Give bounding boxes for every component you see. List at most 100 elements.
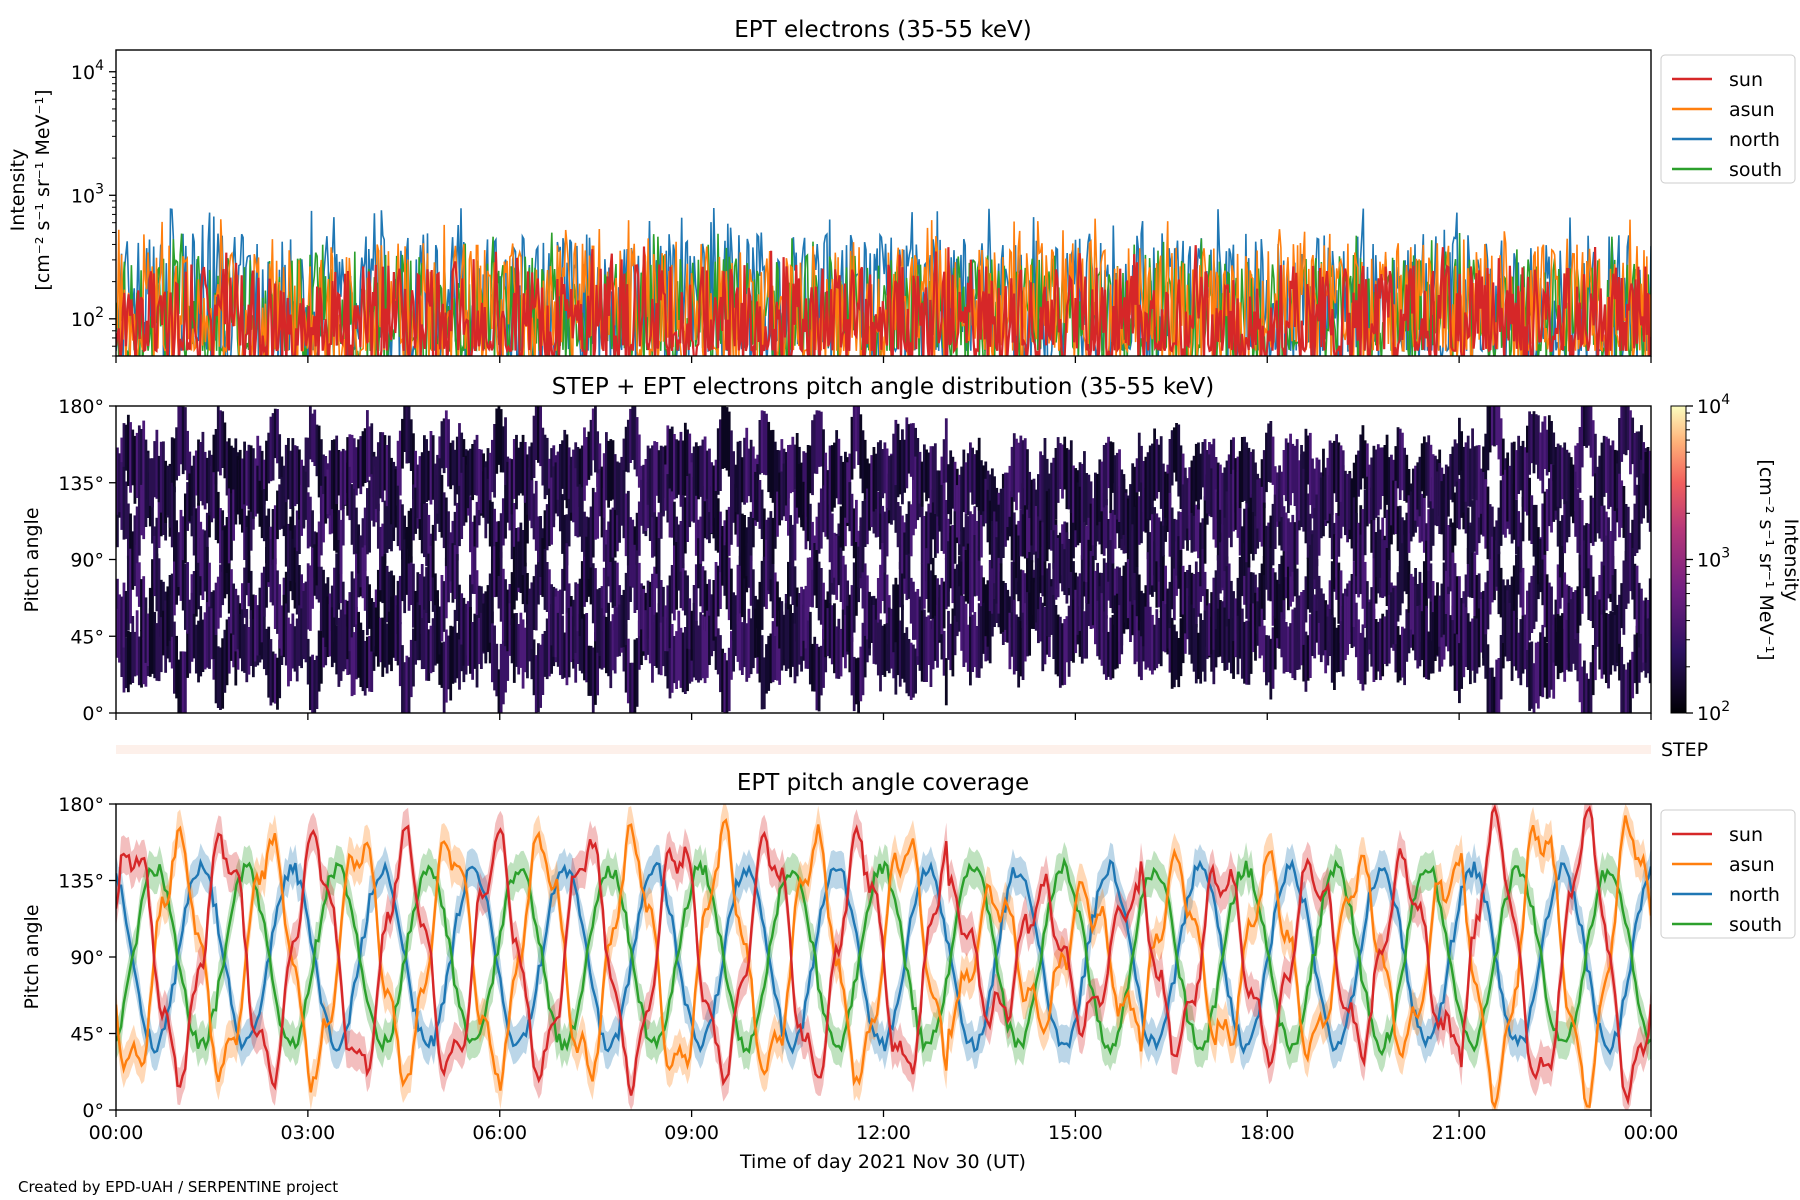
pad-cell (1436, 582, 1439, 656)
pad-cell (418, 456, 422, 520)
pad-cell (1050, 462, 1053, 531)
pad-cell (931, 446, 935, 503)
pad-cell (396, 580, 400, 634)
pad-cell (122, 423, 126, 485)
pad-cell (254, 458, 257, 517)
pad-cell (1440, 481, 1444, 535)
pad-cell (412, 484, 415, 541)
pad-cell (545, 562, 549, 612)
pad-cell (183, 651, 187, 713)
pad-cell (365, 636, 369, 689)
pad-cell (1142, 467, 1146, 532)
pad-cell (1565, 449, 1569, 502)
pad-cell (646, 482, 650, 529)
pad-cell (1080, 595, 1084, 664)
pad-cell (1304, 576, 1308, 623)
pad-cell (1010, 561, 1014, 628)
pad-cell (350, 571, 354, 638)
pad-cell (602, 615, 606, 668)
pad-cell (278, 639, 282, 699)
pad-cell (284, 603, 288, 666)
pad-cell (363, 428, 367, 483)
pad-cell (953, 599, 957, 656)
pad-cell (1265, 635, 1268, 686)
pad-cell (179, 406, 183, 465)
pad-cell (1251, 603, 1255, 653)
pad-cell (1291, 443, 1295, 494)
pad-cell (1240, 608, 1244, 679)
pad-cell (442, 581, 446, 632)
pad-cell (1135, 458, 1139, 506)
pad-cell (245, 450, 249, 506)
pad-cell (497, 669, 501, 713)
pad-cell (480, 449, 483, 514)
pad-cell (804, 452, 808, 513)
pad-cell (1276, 579, 1279, 639)
pad-cell (1159, 436, 1163, 509)
pad-cell (666, 617, 670, 689)
pad-cell (762, 556, 766, 607)
pad-cell (1113, 455, 1117, 515)
pad-cell (727, 506, 731, 556)
pad-cell (1341, 450, 1345, 508)
pad-cell (1135, 604, 1139, 662)
pad-cell (1333, 440, 1336, 494)
pad-cell (1561, 447, 1564, 500)
pad-cell (170, 573, 174, 637)
pad-cell (1094, 586, 1097, 645)
pad-cell (1030, 581, 1034, 629)
pad-cell (135, 432, 139, 498)
pad-cell (769, 430, 773, 498)
pad-cell (1188, 467, 1192, 516)
pad-cell (760, 635, 764, 710)
pad-cell (997, 504, 1001, 568)
pad-cell (1168, 581, 1172, 629)
pad-cell (1107, 631, 1110, 677)
pad-cell (1317, 575, 1321, 623)
pad-cell (322, 569, 325, 638)
pad-cell (791, 436, 795, 493)
pad-cell (743, 552, 746, 623)
pad-cell (315, 424, 319, 477)
pad-cell (1148, 445, 1152, 521)
pad-cell (1172, 427, 1176, 473)
pad-cell (1085, 525, 1089, 583)
pad-cell (1596, 591, 1599, 647)
pad-cell (633, 639, 637, 713)
pad-cell (1411, 468, 1415, 537)
pad-cell (287, 550, 290, 613)
pad-cell (962, 449, 966, 513)
pad-cell (1401, 543, 1404, 604)
pad-cell (1576, 489, 1580, 553)
pad-cell (1648, 617, 1651, 684)
pad-cell (427, 629, 431, 681)
pad-cell (1350, 481, 1354, 549)
pad-cell (129, 513, 132, 561)
pad-cell (1539, 538, 1542, 593)
pad-cell (1398, 505, 1402, 574)
pad-cell (308, 406, 312, 460)
pad-cell (1523, 614, 1527, 670)
pad-cell (1210, 468, 1214, 518)
pad-cell (1194, 561, 1198, 628)
pad-cell (543, 548, 547, 610)
pad-cell (1363, 637, 1367, 685)
pad-cell (1348, 473, 1352, 530)
pad-cell (933, 615, 937, 661)
pad-cell (1216, 555, 1220, 609)
pad-cell (901, 544, 904, 610)
pad-cell (922, 609, 926, 682)
pad-cell (1271, 568, 1275, 626)
pad-cell (1335, 434, 1339, 502)
pad-cell (1504, 469, 1507, 538)
pad-cell (1172, 547, 1176, 621)
pad-cell (528, 446, 532, 519)
pad-cell (339, 609, 343, 681)
pad-cell (1429, 563, 1433, 615)
pad-cell (1072, 465, 1075, 523)
pad-cell (1530, 641, 1534, 709)
pad-cell (1486, 406, 1490, 471)
pad-cell (979, 460, 983, 515)
pad-cell (594, 406, 597, 473)
